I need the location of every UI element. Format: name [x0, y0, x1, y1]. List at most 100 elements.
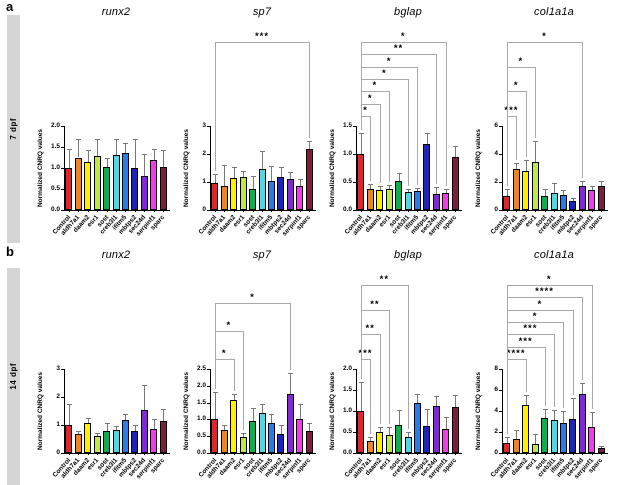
sig-bracket-line: [360, 79, 408, 80]
error-cap-creb3l1: [406, 431, 411, 433]
error-cap-sec24d: [580, 382, 586, 384]
x-tick-mark: [106, 453, 108, 455]
y-tick-mark: [61, 425, 64, 426]
x-tick-mark: [360, 210, 362, 212]
x-tick-mark: [97, 453, 99, 455]
y-tick-mark: [207, 419, 210, 421]
bar-sparc: [159, 420, 167, 453]
error-cap-esr1: [95, 138, 101, 140]
y-tick-label: 3: [202, 122, 206, 129]
bar-sost: [103, 431, 111, 453]
error-cap-daam2: [85, 418, 91, 419]
sig-bracket-line: [506, 66, 536, 68]
y-tick-label: 0.5: [50, 185, 60, 192]
sig-bracket-drop-to: [290, 303, 292, 371]
sig-bracket-drop-from: [360, 285, 362, 379]
x-tick-mark: [572, 453, 574, 455]
error-bar-sparc: [455, 146, 457, 158]
error-bar-esr1: [535, 434, 537, 444]
x-tick-mark: [516, 210, 518, 212]
x-tick-mark: [417, 453, 419, 455]
bar-Control: [65, 168, 73, 210]
y-tick-mark: [207, 210, 210, 211]
x-tick-mark: [262, 453, 263, 455]
error-bar-esr1: [389, 426, 391, 436]
error-cap-Control: [504, 189, 510, 190]
error-cap-aldh7a1: [76, 430, 82, 432]
error-bar-serpinf1: [153, 419, 155, 430]
sig-stars: *: [532, 311, 538, 322]
error-cap-sparc: [161, 149, 167, 151]
sig-bracket-drop-from: [506, 42, 508, 186]
x-tick-mark: [243, 210, 245, 212]
sig-stars: *: [363, 105, 368, 116]
sig-bracket-drop-to: [379, 103, 381, 184]
y-axis: [356, 126, 357, 210]
sig-bracket-drop-to: [379, 334, 381, 424]
y-axis-title: Normalized CNRQ values: [183, 128, 190, 208]
sig-bracket-drop-from: [506, 285, 508, 435]
bar-esr1: [239, 436, 247, 453]
sig-bracket-drop-to: [389, 309, 391, 424]
error-bar-sparc: [601, 181, 603, 187]
error-cap-aldh7a1: [222, 425, 228, 427]
bar-serpinf1: [296, 419, 304, 453]
error-bar-creb3l1: [262, 151, 263, 169]
error-bar-sec24d: [144, 154, 146, 176]
error-bar-esr1: [97, 433, 99, 436]
error-cap-sec24d: [434, 187, 440, 189]
error-cap-mbtps2: [570, 398, 576, 400]
panel-b: b 14 dpf runx2 Normalized CNRQ values 0 1 2 3…: [0, 243, 617, 485]
bar-esr1: [531, 443, 539, 453]
chart-bglap-14dpf: bglap Normalized CNRQ values 0.0 0.5 1.0 1.5 2…: [320, 243, 468, 485]
bar-esr1: [93, 156, 101, 210]
x-tick-mark: [417, 210, 419, 212]
bar-daam2: [230, 177, 238, 210]
error-cap-daam2: [85, 150, 91, 152]
error-cap-ifitm5: [561, 190, 567, 192]
y-tick-label: 1.5: [342, 386, 352, 393]
x-tick-mark: [153, 453, 155, 455]
error-cap-serpinf1: [151, 148, 157, 150]
bar-mbtps2: [569, 419, 577, 453]
sig-bracket-line: [360, 42, 446, 43]
y-tick-mark: [61, 210, 64, 211]
error-bar-ifitm5: [417, 188, 419, 191]
error-bar-serpinf1: [591, 186, 593, 191]
y-tick-mark: [207, 126, 210, 127]
error-bar-daam2: [525, 395, 527, 405]
sig-bracket-drop-to: [417, 66, 419, 186]
bar-sec24d: [286, 178, 294, 210]
error-bar-sost: [544, 189, 546, 196]
error-bar-aldh7a1: [370, 184, 372, 189]
dpf-label-7: 7 dpf: [9, 118, 18, 140]
y-tick-label: 1.0: [196, 415, 206, 423]
y-tick-mark: [499, 390, 502, 391]
bar-daam2: [522, 170, 530, 210]
bar-mbtps2: [277, 433, 285, 453]
error-cap-daam2: [523, 395, 529, 397]
sig-bracket-drop-to: [563, 322, 565, 408]
error-cap-sost: [542, 408, 548, 410]
error-bar-esr1: [535, 140, 537, 162]
x-tick-mark: [290, 210, 292, 212]
sig-bracket-line: [360, 116, 371, 117]
sig-stars: *: [386, 55, 392, 67]
error-cap-serpinf1: [589, 186, 595, 188]
y-tick-mark: [353, 411, 356, 412]
sig-stars: **: [365, 323, 375, 335]
error-bar-mbtps2: [426, 132, 428, 144]
x-tick-mark: [290, 453, 292, 455]
error-cap-creb3l1: [260, 403, 265, 405]
error-bar-sparc: [601, 445, 603, 448]
x-tick-mark: [214, 210, 216, 212]
bar-creb3l1: [550, 193, 558, 210]
sig-stars: ****: [535, 286, 554, 298]
error-bar-esr1: [243, 432, 245, 437]
error-bar-creb3l1: [116, 425, 117, 430]
sig-bracket-drop-to: [582, 297, 584, 380]
x-axis: [502, 210, 608, 211]
bar-serpinf1: [150, 429, 158, 453]
y-axis: [356, 369, 357, 453]
error-bar-daam2: [379, 186, 381, 191]
